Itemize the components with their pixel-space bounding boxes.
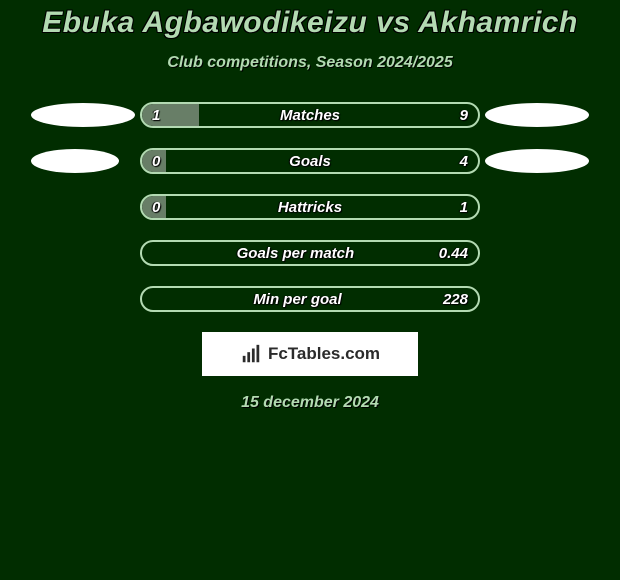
bar-label: Hattricks: [160, 199, 459, 216]
bar-track: 0Goals4: [140, 148, 480, 174]
value-right: 1: [460, 199, 468, 216]
branding-chart-icon: [240, 343, 262, 365]
bar-label: Min per goal: [152, 291, 443, 308]
ellipse-icon: [31, 149, 119, 173]
bar-overlay: Goals per match0.44: [142, 242, 478, 264]
bar-overlay: 1Matches9: [142, 104, 478, 126]
value-right: 4: [460, 153, 468, 170]
row-edge-right: [480, 103, 595, 127]
footer-date: 15 december 2024: [0, 394, 620, 412]
branding-text: FcTables.com: [268, 344, 380, 364]
value-left: 1: [152, 107, 160, 124]
value-right: 228: [443, 291, 468, 308]
ellipse-icon: [31, 103, 135, 127]
stat-row: Goals per match0.44: [0, 240, 620, 266]
row-edge-right: [480, 149, 595, 173]
value-right: 0.44: [439, 245, 468, 262]
page-subtitle: Club competitions, Season 2024/2025: [0, 54, 620, 72]
ellipse-icon: [485, 149, 589, 173]
value-left: 0: [152, 153, 160, 170]
bar-overlay: 0Hattricks1: [142, 196, 478, 218]
bar-label: Goals per match: [152, 245, 439, 262]
value-left: 0: [152, 199, 160, 216]
bar-label: Goals: [160, 153, 459, 170]
value-right: 9: [460, 107, 468, 124]
page-title: Ebuka Agbawodikeizu vs Akhamrich: [0, 0, 620, 40]
row-edge-left: [25, 103, 140, 127]
bar-overlay: 0Goals4: [142, 150, 478, 172]
bar-label: Matches: [160, 107, 459, 124]
stat-row: 0Hattricks1: [0, 194, 620, 220]
stat-row: 1Matches9: [0, 102, 620, 128]
stat-row: 0Goals4: [0, 148, 620, 174]
stat-row: Min per goal228: [0, 286, 620, 312]
ellipse-icon: [485, 103, 589, 127]
bar-track: Min per goal228: [140, 286, 480, 312]
bar-overlay: Min per goal228: [142, 288, 478, 310]
row-edge-left: [25, 149, 140, 173]
bar-track: 1Matches9: [140, 102, 480, 128]
bar-track: Goals per match0.44: [140, 240, 480, 266]
branding-box: FcTables.com: [202, 332, 418, 376]
bar-track: 0Hattricks1: [140, 194, 480, 220]
comparison-bars: 1Matches90Goals40Hattricks1Goals per mat…: [0, 102, 620, 312]
